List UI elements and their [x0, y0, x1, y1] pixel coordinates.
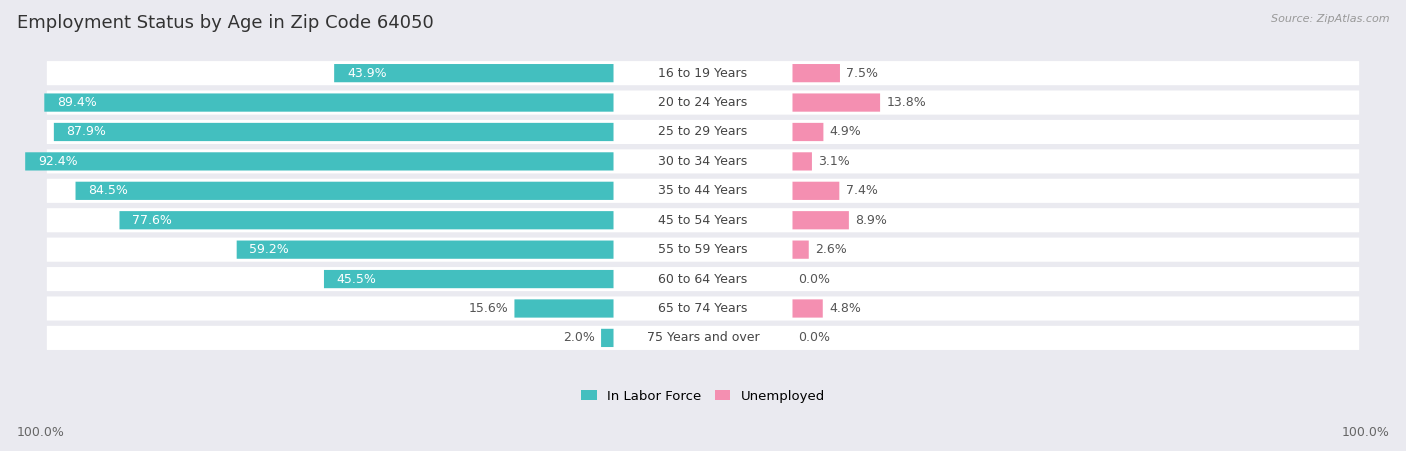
Text: 30 to 34 Years: 30 to 34 Years	[658, 155, 748, 168]
Text: 77.6%: 77.6%	[132, 214, 172, 227]
FancyBboxPatch shape	[613, 181, 793, 201]
FancyBboxPatch shape	[613, 92, 793, 113]
Text: 65 to 74 Years: 65 to 74 Years	[658, 302, 748, 315]
FancyBboxPatch shape	[46, 296, 1360, 321]
Text: 45 to 54 Years: 45 to 54 Years	[658, 214, 748, 227]
Text: 92.4%: 92.4%	[38, 155, 77, 168]
Text: 60 to 64 Years: 60 to 64 Years	[658, 272, 748, 285]
Text: 0.0%: 0.0%	[799, 331, 831, 345]
FancyBboxPatch shape	[46, 91, 1360, 115]
Text: 2.0%: 2.0%	[562, 331, 595, 345]
Text: 100.0%: 100.0%	[1341, 427, 1389, 439]
FancyBboxPatch shape	[46, 267, 1360, 291]
FancyBboxPatch shape	[792, 64, 839, 82]
FancyBboxPatch shape	[323, 270, 614, 288]
Text: 59.2%: 59.2%	[249, 243, 290, 256]
FancyBboxPatch shape	[613, 269, 793, 289]
Text: 25 to 29 Years: 25 to 29 Years	[658, 125, 748, 138]
Text: 0.0%: 0.0%	[799, 272, 831, 285]
FancyBboxPatch shape	[46, 149, 1360, 174]
FancyBboxPatch shape	[792, 152, 811, 170]
Text: 2.6%: 2.6%	[815, 243, 846, 256]
Text: 20 to 24 Years: 20 to 24 Years	[658, 96, 748, 109]
Text: 87.9%: 87.9%	[66, 125, 107, 138]
FancyBboxPatch shape	[613, 63, 793, 83]
FancyBboxPatch shape	[792, 182, 839, 200]
FancyBboxPatch shape	[46, 238, 1360, 262]
FancyBboxPatch shape	[602, 329, 614, 347]
FancyBboxPatch shape	[45, 93, 614, 112]
Text: 45.5%: 45.5%	[336, 272, 377, 285]
FancyBboxPatch shape	[792, 123, 824, 141]
Text: 75 Years and over: 75 Years and over	[647, 331, 759, 345]
FancyBboxPatch shape	[46, 208, 1360, 232]
FancyBboxPatch shape	[236, 240, 614, 259]
Text: 3.1%: 3.1%	[818, 155, 851, 168]
Text: 55 to 59 Years: 55 to 59 Years	[658, 243, 748, 256]
FancyBboxPatch shape	[120, 211, 614, 230]
FancyBboxPatch shape	[792, 240, 808, 259]
Legend: In Labor Force, Unemployed: In Labor Force, Unemployed	[581, 390, 825, 403]
Text: 8.9%: 8.9%	[855, 214, 887, 227]
FancyBboxPatch shape	[46, 61, 1360, 85]
FancyBboxPatch shape	[613, 210, 793, 230]
FancyBboxPatch shape	[46, 179, 1360, 203]
Text: 84.5%: 84.5%	[89, 184, 128, 198]
FancyBboxPatch shape	[613, 299, 793, 318]
Text: 13.8%: 13.8%	[886, 96, 927, 109]
FancyBboxPatch shape	[25, 152, 614, 170]
FancyBboxPatch shape	[792, 93, 880, 112]
Text: Source: ZipAtlas.com: Source: ZipAtlas.com	[1271, 14, 1389, 23]
FancyBboxPatch shape	[335, 64, 614, 82]
FancyBboxPatch shape	[46, 120, 1360, 144]
Text: 43.9%: 43.9%	[347, 67, 387, 80]
Text: 35 to 44 Years: 35 to 44 Years	[658, 184, 748, 198]
Text: 4.9%: 4.9%	[830, 125, 862, 138]
FancyBboxPatch shape	[792, 299, 823, 318]
FancyBboxPatch shape	[613, 152, 793, 171]
Text: Employment Status by Age in Zip Code 64050: Employment Status by Age in Zip Code 640…	[17, 14, 433, 32]
FancyBboxPatch shape	[515, 299, 614, 318]
FancyBboxPatch shape	[613, 328, 793, 348]
FancyBboxPatch shape	[76, 182, 614, 200]
FancyBboxPatch shape	[613, 239, 793, 260]
FancyBboxPatch shape	[613, 122, 793, 142]
FancyBboxPatch shape	[46, 326, 1360, 350]
Text: 15.6%: 15.6%	[468, 302, 508, 315]
FancyBboxPatch shape	[792, 211, 849, 230]
Text: 100.0%: 100.0%	[17, 427, 65, 439]
Text: 4.8%: 4.8%	[830, 302, 860, 315]
Text: 7.4%: 7.4%	[845, 184, 877, 198]
FancyBboxPatch shape	[53, 123, 614, 141]
Text: 16 to 19 Years: 16 to 19 Years	[658, 67, 748, 80]
Text: 7.5%: 7.5%	[846, 67, 879, 80]
Text: 89.4%: 89.4%	[58, 96, 97, 109]
